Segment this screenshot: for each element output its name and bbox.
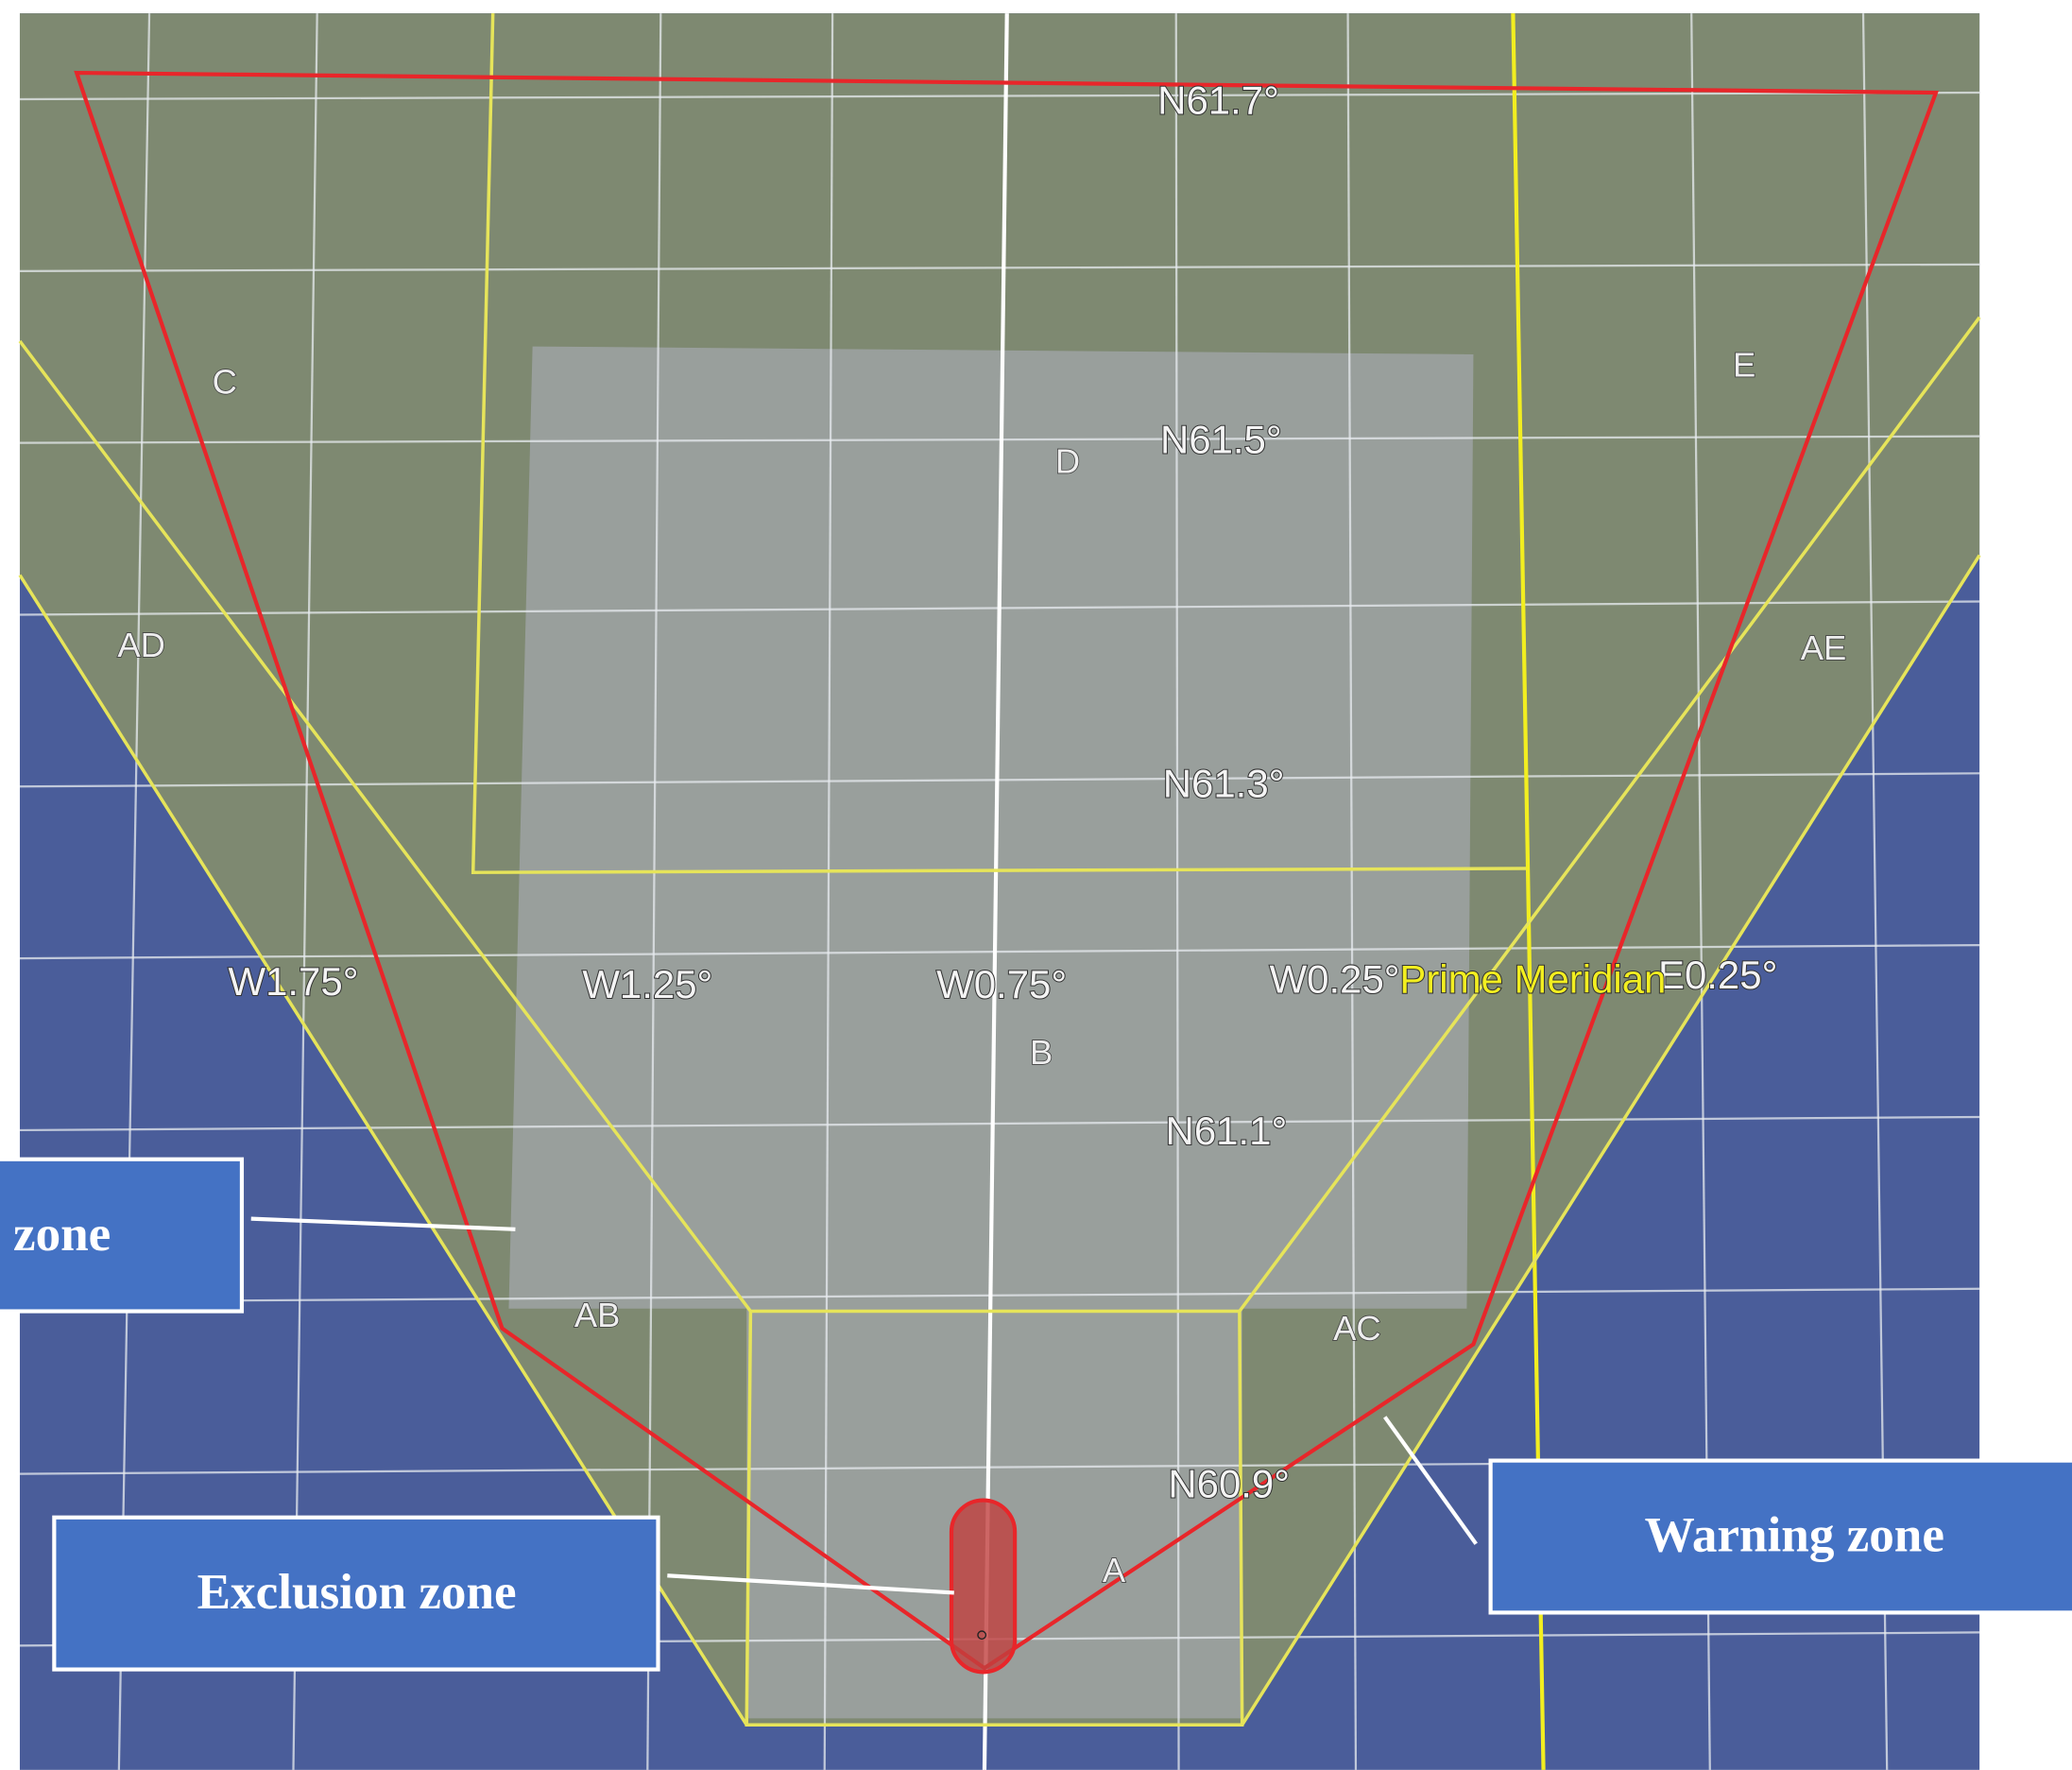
zone-label: AC	[1333, 1309, 1381, 1348]
zone-label: C	[213, 363, 237, 402]
latitude-label: N61.3°	[1163, 761, 1285, 805]
longitude-label: W1.25°	[582, 962, 712, 1006]
callouts: zone Exclusion zone Warning zone	[0, 1157, 2072, 1672]
latitude-label: N61.1°	[1166, 1108, 1288, 1153]
latitude-label: N61.7°	[1157, 77, 1279, 122]
zone-label: E	[1733, 346, 1755, 385]
callout-label: Exclusion zone	[197, 1565, 517, 1620]
zone-label: B	[1030, 1033, 1053, 1072]
labels: N61.7° N61.5° N61.3° N61.1° N60.9° W1.75° W1.2…	[117, 77, 1848, 1590]
longitude-label: W0.75°	[936, 962, 1067, 1006]
longitude-label: W0.25°	[1270, 956, 1400, 1001]
callout-label: Warning zone	[1645, 1508, 1944, 1563]
exclusion-zone	[949, 1498, 1018, 1675]
meridian-label: Prime Meridian	[1399, 956, 1666, 1001]
callout-label: zone	[13, 1207, 111, 1262]
centre-line	[982, 13, 1009, 1770]
grid	[19, 13, 1980, 1770]
longitude-label: E0.25°	[1658, 953, 1777, 997]
zone-label: AE	[1801, 628, 1847, 667]
zone-label: D	[1055, 442, 1080, 481]
latitude-label: N60.9°	[1168, 1462, 1290, 1506]
zone-label: AD	[117, 626, 165, 664]
zone-label: AB	[574, 1296, 621, 1334]
latitude-label: N61.5°	[1160, 418, 1282, 462]
zone-label: A	[1103, 1551, 1126, 1590]
site-marker	[977, 1630, 987, 1641]
longitude-label: W1.75°	[228, 959, 358, 1004]
warning-zone	[74, 70, 1939, 1671]
